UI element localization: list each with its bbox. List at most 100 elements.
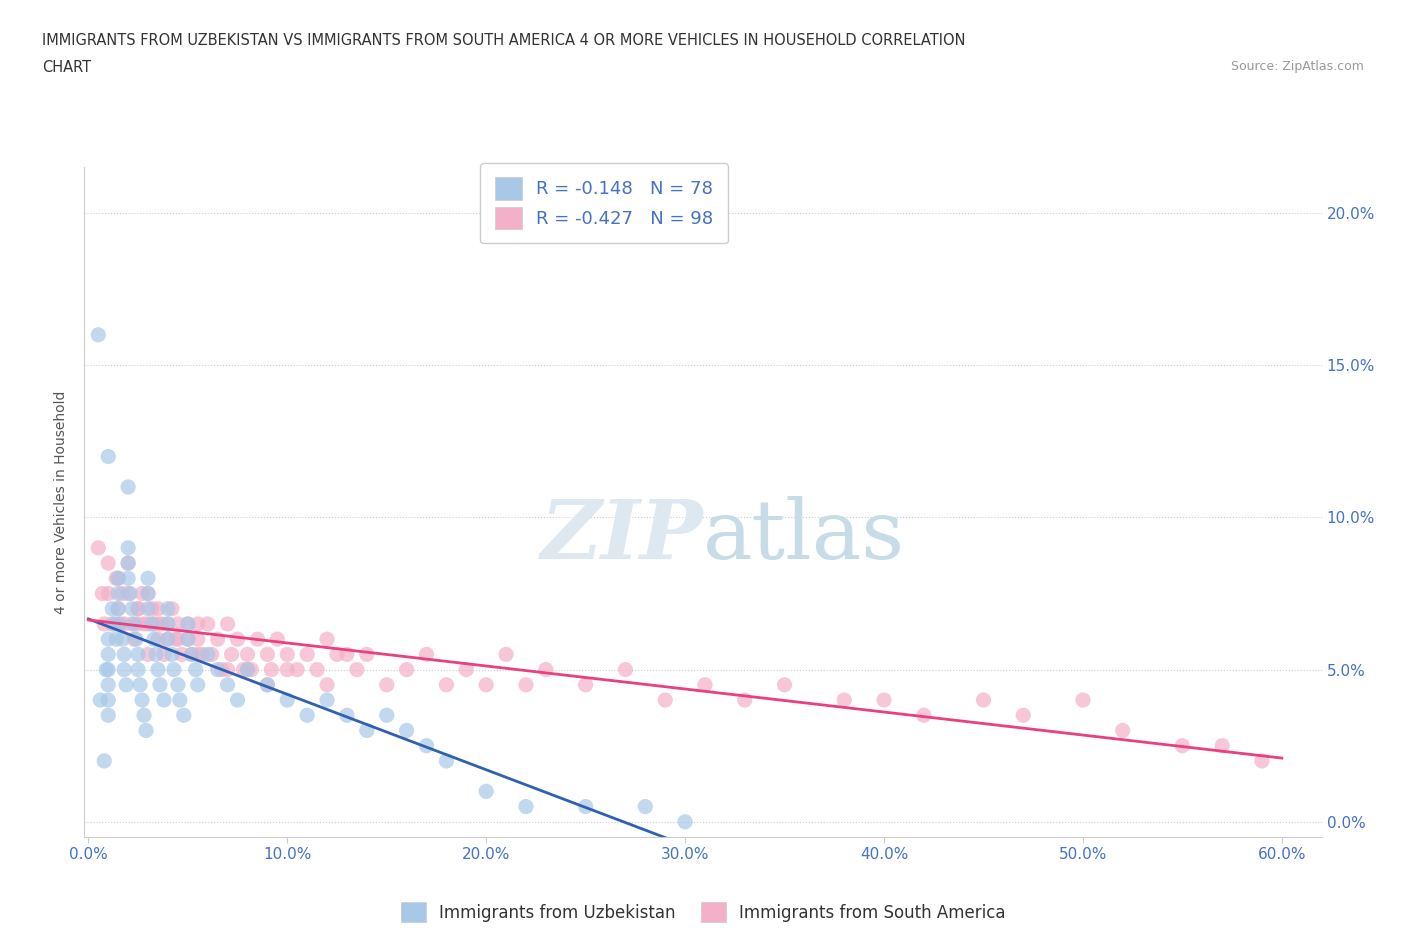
Point bbox=[101, 617, 124, 631]
Point bbox=[1251, 753, 1274, 768]
Point bbox=[773, 677, 796, 692]
Point bbox=[207, 631, 229, 646]
Point bbox=[136, 602, 159, 617]
Point bbox=[177, 631, 200, 646]
Point bbox=[217, 617, 239, 631]
Point bbox=[226, 693, 249, 708]
Point bbox=[236, 647, 259, 662]
Point bbox=[131, 693, 153, 708]
Point bbox=[173, 708, 195, 723]
Point bbox=[121, 617, 143, 631]
Point bbox=[97, 449, 120, 464]
Point bbox=[150, 617, 173, 631]
Point bbox=[112, 647, 135, 662]
Point bbox=[153, 647, 176, 662]
Point bbox=[166, 631, 188, 646]
Point bbox=[146, 602, 169, 617]
Point bbox=[165, 631, 187, 646]
Point bbox=[170, 647, 193, 662]
Point bbox=[97, 555, 120, 570]
Point bbox=[972, 693, 994, 708]
Point bbox=[515, 677, 537, 692]
Point bbox=[117, 555, 139, 570]
Text: Source: ZipAtlas.com: Source: ZipAtlas.com bbox=[1230, 60, 1364, 73]
Point bbox=[1012, 708, 1035, 723]
Point bbox=[180, 647, 202, 662]
Point bbox=[634, 799, 657, 814]
Point bbox=[103, 617, 125, 631]
Point bbox=[143, 631, 166, 646]
Point bbox=[197, 617, 219, 631]
Point bbox=[316, 677, 339, 692]
Point bbox=[107, 602, 129, 617]
Point bbox=[180, 647, 202, 662]
Point bbox=[107, 602, 129, 617]
Point bbox=[105, 631, 128, 646]
Point bbox=[177, 617, 200, 631]
Point bbox=[143, 617, 166, 631]
Point bbox=[654, 693, 676, 708]
Point bbox=[121, 602, 143, 617]
Point bbox=[211, 662, 233, 677]
Point bbox=[136, 647, 159, 662]
Point bbox=[336, 647, 359, 662]
Point bbox=[1211, 738, 1233, 753]
Point bbox=[307, 662, 329, 677]
Point bbox=[187, 631, 209, 646]
Point bbox=[434, 753, 457, 768]
Point bbox=[276, 693, 298, 708]
Point bbox=[117, 586, 139, 601]
Point bbox=[456, 662, 478, 677]
Point bbox=[246, 631, 269, 646]
Point bbox=[112, 662, 135, 677]
Point bbox=[111, 631, 134, 646]
Point bbox=[873, 693, 896, 708]
Point bbox=[105, 571, 128, 586]
Point bbox=[131, 586, 153, 601]
Point bbox=[575, 677, 598, 692]
Point bbox=[156, 631, 179, 646]
Point bbox=[395, 723, 418, 737]
Point bbox=[87, 540, 110, 555]
Point bbox=[97, 631, 120, 646]
Point bbox=[912, 708, 935, 723]
Point bbox=[236, 662, 259, 677]
Point bbox=[108, 617, 131, 631]
Text: ZIP: ZIP bbox=[540, 496, 703, 576]
Point bbox=[156, 617, 179, 631]
Point bbox=[146, 631, 169, 646]
Point bbox=[117, 480, 139, 495]
Point bbox=[112, 617, 135, 631]
Point bbox=[187, 647, 209, 662]
Point bbox=[256, 677, 278, 692]
Point bbox=[495, 647, 517, 662]
Point bbox=[97, 693, 120, 708]
Point bbox=[276, 647, 298, 662]
Point bbox=[221, 647, 243, 662]
Point bbox=[177, 631, 200, 646]
Point bbox=[117, 571, 139, 586]
Point bbox=[475, 784, 498, 799]
Point bbox=[160, 602, 183, 617]
Point bbox=[136, 617, 159, 631]
Point bbox=[141, 617, 163, 631]
Point bbox=[97, 708, 120, 723]
Point bbox=[97, 662, 120, 677]
Point bbox=[201, 647, 224, 662]
Point bbox=[101, 602, 124, 617]
Point bbox=[266, 631, 288, 646]
Point bbox=[316, 631, 339, 646]
Point bbox=[207, 662, 229, 677]
Point bbox=[166, 677, 188, 692]
Point bbox=[125, 631, 148, 646]
Point bbox=[136, 571, 159, 586]
Point bbox=[93, 753, 115, 768]
Point bbox=[226, 631, 249, 646]
Point bbox=[326, 647, 349, 662]
Point bbox=[346, 662, 368, 677]
Point bbox=[141, 602, 163, 617]
Point bbox=[107, 617, 129, 631]
Point bbox=[236, 662, 259, 677]
Point bbox=[734, 693, 756, 708]
Point bbox=[122, 631, 145, 646]
